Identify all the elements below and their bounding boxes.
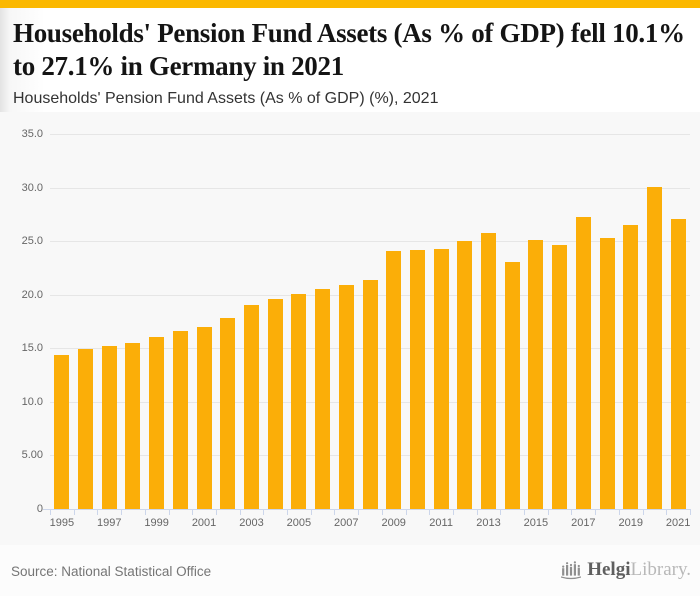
x-axis-tick (405, 509, 407, 515)
bar-2008[interactable] (362, 279, 378, 509)
bar-2003[interactable] (243, 305, 259, 509)
gridline-35.0 (50, 134, 690, 135)
x-tick-label-2003: 2003 (239, 517, 264, 529)
bar-2010[interactable] (409, 249, 425, 509)
x-axis-tick (642, 509, 644, 515)
bar-1995[interactable] (54, 354, 70, 509)
x-axis-tick (452, 509, 454, 515)
bar-2017[interactable] (575, 216, 591, 509)
chart-area: 0 5.00 10.0 15.0 20.0 25.0 30.0 35.0 1995 1997 19… (0, 112, 700, 545)
bar-2012[interactable] (457, 241, 473, 509)
logo-text-helgi: Helgi (587, 559, 631, 580)
y-tick-label-20.0: 20.0 (21, 288, 43, 301)
x-tick-label-2005: 2005 (286, 517, 312, 529)
bar-2015[interactable] (528, 240, 544, 509)
logo-text-library: Library. (630, 559, 692, 580)
x-tick-label-1997: 1997 (97, 517, 122, 529)
x-axis-tick (215, 509, 217, 515)
x-tick-label-1995: 1995 (49, 517, 75, 529)
x-axis-tick (429, 509, 431, 515)
bar-2018[interactable] (599, 237, 615, 509)
y-tick-label-10.0: 10.0 (21, 395, 43, 408)
x-axis-tick (287, 509, 289, 515)
bar-2021[interactable] (670, 218, 686, 509)
x-tick-label-2009: 2009 (381, 517, 406, 529)
y-tick-label-5.00: 5.00 (21, 449, 43, 462)
helgi-columns-icon (561, 561, 582, 580)
x-tick-label-2007: 2007 (334, 517, 359, 529)
x-axis-tick (239, 509, 241, 515)
bar-2014[interactable] (504, 261, 520, 509)
bar-1996[interactable] (78, 349, 94, 509)
helgi-library-logo[interactable]: HelgiLibrary. (559, 558, 691, 582)
bar-1997[interactable] (101, 346, 117, 509)
plot-area: 1995 1997 1999 2001 2003 2005 2007 2009 2011 2013… (43, 134, 691, 529)
y-tick-label-25.0: 25.0 (21, 235, 43, 248)
x-tick-label-2013: 2013 (476, 517, 501, 529)
x-tick-label-2021: 2021 (665, 517, 691, 529)
x-axis-tick (595, 509, 597, 515)
x-axis-tick (263, 509, 265, 515)
page-subtitle: Households' Pension Fund Assets (As % of… (13, 90, 439, 107)
source-note: Source: National Statistical Office (11, 564, 212, 579)
x-tick-label-1999: 1999 (144, 517, 169, 529)
x-axis-tick (144, 509, 146, 515)
x-axis-tick (571, 509, 573, 515)
y-tick-label-0: 0 (36, 503, 43, 515)
x-axis-tick (358, 509, 360, 515)
x-tick-label-2015: 2015 (523, 517, 549, 529)
x-axis-tick (618, 509, 620, 515)
bar-2001[interactable] (196, 326, 212, 509)
bar-2019[interactable] (623, 225, 639, 509)
x-axis-tick (666, 509, 668, 515)
x-axis-tick (524, 509, 526, 515)
bar-2006[interactable] (315, 289, 331, 509)
x-axis-tick (192, 509, 194, 515)
x-tick-label-2017: 2017 (571, 517, 596, 529)
bar-2009[interactable] (386, 250, 402, 509)
chart-footer: Source: National Statistical Office Helg… (0, 545, 700, 596)
x-axis-tick (73, 509, 75, 515)
bar-2016[interactable] (552, 245, 568, 509)
x-axis-tick (97, 509, 99, 515)
bar-2004[interactable] (267, 299, 283, 509)
x-axis-tick (690, 509, 691, 515)
bar-2000[interactable] (172, 331, 188, 509)
x-axis-tick (500, 509, 502, 515)
gridline-30.0 (50, 187, 690, 189)
chart-header: Households' Pension Fund Assets (As % of… (0, 8, 700, 112)
y-tick-label-15.0: 15.0 (21, 342, 43, 355)
x-tick-label-2019: 2019 (618, 517, 643, 529)
x-axis-tick (547, 509, 549, 515)
y-tick-label-35.0: 35.0 (21, 128, 43, 140)
bar-2002[interactable] (220, 318, 236, 509)
bar-2007[interactable] (338, 285, 354, 509)
x-axis-tick (310, 509, 312, 515)
bar-2005[interactable] (291, 293, 307, 509)
gridline-25.0 (50, 241, 690, 243)
bar-2011[interactable] (433, 248, 449, 509)
y-axis-labels: 0 5.00 10.0 15.0 20.0 25.0 30.0 35.0 (0, 128, 43, 515)
x-axis-tick (476, 509, 478, 515)
x-axis-tick (168, 509, 170, 515)
x-axis-tick (381, 509, 383, 515)
bar-1998[interactable] (125, 342, 141, 509)
x-axis-tick (121, 509, 123, 515)
x-axis-tick (50, 509, 51, 515)
bar-1999[interactable] (149, 336, 165, 509)
x-tick-label-2011: 2011 (429, 517, 453, 529)
top-accent-bar (0, 0, 700, 8)
x-axis-tick (334, 509, 336, 515)
bar-2013[interactable] (481, 232, 497, 509)
bar-2020[interactable] (646, 186, 662, 509)
page-title: Households' Pension Fund Assets (As % of… (13, 18, 685, 81)
x-tick-label-2001: 2001 (191, 517, 217, 529)
x-axis-line (43, 509, 691, 510)
y-tick-label-30.0: 30.0 (21, 181, 43, 194)
